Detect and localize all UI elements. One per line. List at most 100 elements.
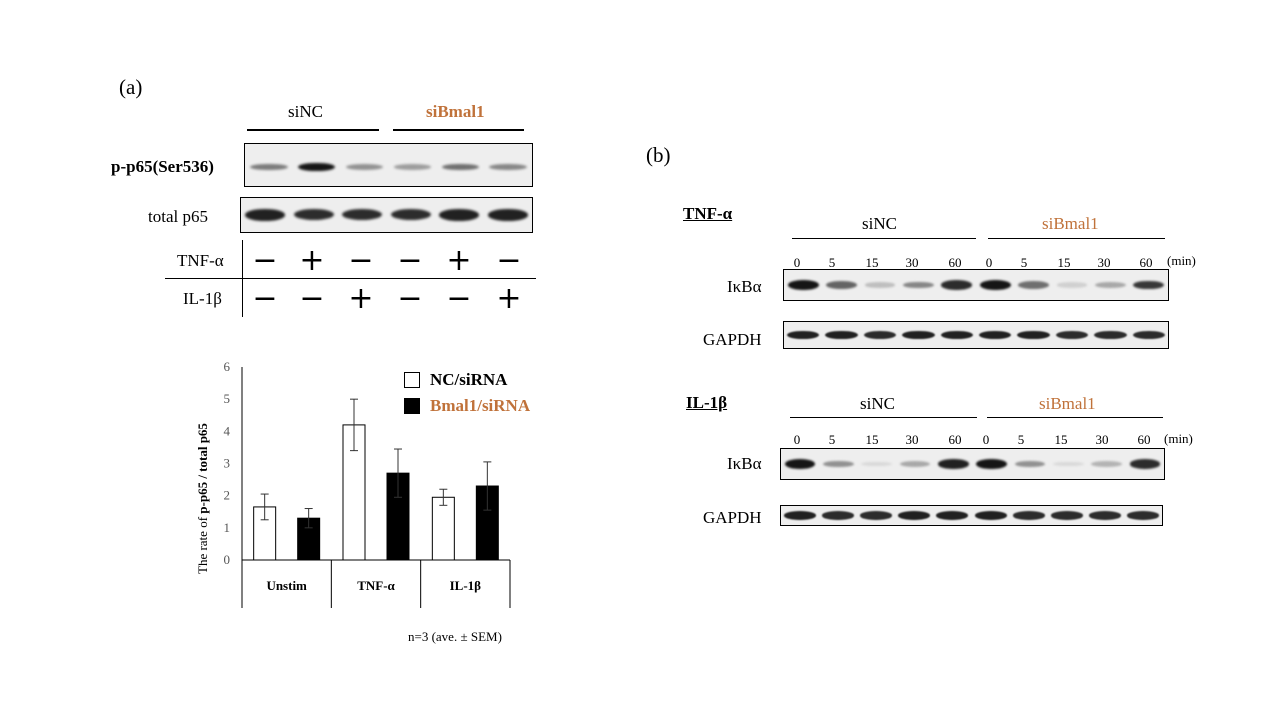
blot-band: [487, 209, 528, 221]
blot-band: [825, 330, 858, 340]
timepoint-label: 30: [905, 432, 919, 447]
treatment-sign: −: [348, 243, 374, 278]
block-tnf-group-sinc: siNC: [862, 214, 897, 233]
legend-label-nc: NC/siRNA: [430, 370, 508, 389]
blot-band: [1132, 330, 1165, 340]
blot-band: [979, 280, 1011, 290]
block-tnf-row-ikba: IκBα: [727, 277, 762, 296]
timepoint-label: 30: [1097, 255, 1111, 270]
treatment-sign: −: [397, 243, 423, 278]
treatment-sign: −: [252, 281, 278, 316]
blot-band: [345, 163, 384, 170]
x-category-label: IL-1β: [450, 578, 482, 593]
blot-band: [1017, 330, 1050, 340]
group-bracket-sibmal1: [393, 129, 524, 131]
blot-il1b-gapdh: [780, 505, 1163, 526]
block-title-il1b: IL-1β: [686, 393, 728, 412]
block-il1b-bracket-sibmal1: [987, 417, 1163, 418]
panel-b-label: (b): [646, 143, 671, 167]
panel-a-label: (a): [119, 75, 143, 99]
y-tick-label: 2: [224, 488, 231, 503]
bar-chart-p65-ratio: 0 1 2 3 4 5 6 Unstim TNF-α IL-1β The rate of p-p6…: [195, 359, 511, 608]
blot-band: [342, 209, 383, 221]
blot-band: [1088, 511, 1121, 520]
blot-band: [390, 209, 431, 221]
group-bracket-sinc: [247, 129, 379, 131]
blot-band: [250, 163, 288, 171]
blot-band: [822, 511, 855, 520]
treatment-sign: −: [496, 243, 522, 278]
timepoint-label: 60: [948, 432, 962, 447]
blot-band: [293, 209, 334, 221]
legend-swatch-bmal1: [404, 398, 420, 414]
blot-band: [787, 330, 820, 340]
timepoint-label: 5: [828, 432, 836, 447]
blot-band: [860, 511, 893, 520]
treatment-table-hline: [165, 278, 536, 279]
block-il1b-row-gapdh: GAPDH: [703, 508, 762, 527]
treatment-label-tnf: TNF-α: [177, 251, 224, 270]
timepoint-label: 15: [1054, 432, 1068, 447]
y-tick-label: 3: [224, 456, 231, 471]
legend-label-bmal1: Bmal1/siRNA: [430, 396, 531, 415]
timepoint-label: 0: [793, 255, 801, 270]
blot-band: [1095, 281, 1126, 289]
blot-band: [1091, 461, 1122, 467]
treatment-sign: +: [348, 281, 374, 316]
timepoint-label: 60: [1137, 432, 1151, 447]
timepoint-label: 60: [948, 255, 962, 270]
timepoint-label: 0: [982, 432, 990, 447]
group-label-sinc: siNC: [288, 102, 323, 121]
blot-band: [784, 511, 817, 520]
treatment-sign: +: [496, 281, 522, 316]
blot-band: [1014, 460, 1046, 468]
y-tick-label: 5: [224, 391, 231, 406]
blot-band: [899, 460, 931, 468]
blot-band: [863, 330, 897, 340]
row-label-total-p65: total p65: [148, 207, 208, 226]
block-tnf-bracket-sinc: [792, 238, 976, 239]
blot-band: [903, 281, 934, 289]
y-axis-label-main: p-p65 / total p65: [195, 423, 210, 514]
blot-band: [1050, 511, 1083, 520]
blot-band: [787, 280, 819, 290]
timepoint-label: 30: [1095, 432, 1109, 447]
x-category-label: TNF-α: [357, 578, 395, 593]
block-il1b-group-sibmal1: siBmal1: [1039, 394, 1096, 413]
group-label-sibmal1: siBmal1: [426, 102, 485, 121]
blot-band: [1012, 511, 1045, 520]
blot-band: [979, 330, 1012, 340]
timepoint-label: 0: [985, 255, 993, 270]
blot-band: [861, 461, 893, 467]
timepoint-label: 15: [865, 432, 879, 447]
blot-band: [393, 164, 432, 170]
bar: [431, 496, 455, 561]
blot-band: [489, 163, 527, 171]
treatment-sign: −: [397, 281, 423, 316]
y-tick-label: 1: [224, 520, 231, 535]
blot-band: [441, 163, 479, 171]
block-il1b-row-ikba: IκBα: [727, 454, 762, 473]
legend-swatch-nc: [404, 372, 420, 388]
block-il1b-bracket-sinc: [790, 417, 977, 418]
y-axis-label-prefix: The rate of: [195, 514, 210, 574]
blot-il1b-ikba: [780, 448, 1165, 480]
treatment-sign: +: [299, 243, 325, 278]
treatment-sign: −: [446, 281, 472, 316]
y-tick-label: 6: [224, 359, 231, 374]
blot-band: [245, 209, 286, 221]
blot-band: [864, 282, 896, 288]
block-tnf-row-gapdh: GAPDH: [703, 330, 762, 349]
timepoint-label: 5: [1017, 432, 1025, 447]
blot-band: [826, 281, 857, 289]
blot-band: [1018, 281, 1049, 289]
blot-band: [439, 209, 480, 221]
chart-note-sem: n=3 (ave. ± SEM): [408, 629, 502, 644]
blot-band: [1056, 282, 1088, 288]
blot-tnf-gapdh: [783, 321, 1169, 349]
timepoint-label: 5: [828, 255, 836, 270]
timepoint-label: 60: [1139, 255, 1153, 270]
blot-band: [298, 162, 336, 172]
blot-band: [898, 511, 931, 520]
blot-band: [1126, 511, 1159, 520]
